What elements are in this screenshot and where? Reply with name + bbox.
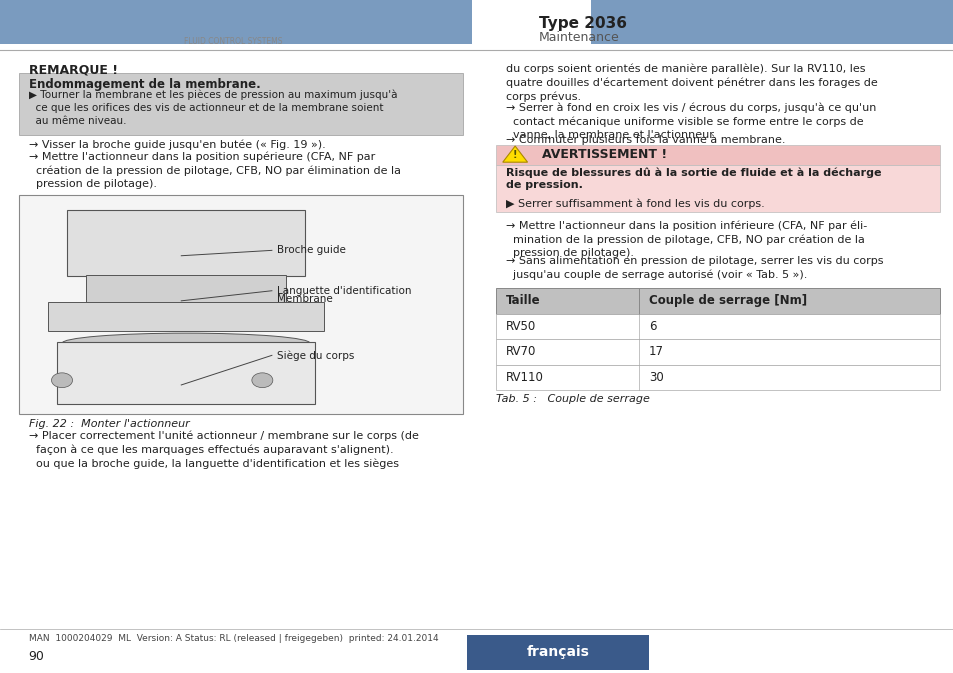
Bar	[48, 302, 324, 331]
Text: → Sans alimentation en pression de pilotage, serrer les vis du corps
  jusqu'au : → Sans alimentation en pression de pilot…	[505, 256, 882, 280]
Bar	[57, 342, 314, 404]
Text: RV50: RV50	[505, 320, 536, 333]
FancyBboxPatch shape	[19, 73, 462, 135]
Text: du corps soient orientés de manière parallèle). Sur la RV110, les
quatre douille: du corps soient orientés de manière para…	[505, 64, 877, 102]
Text: Fig. 22 :  Monter l'actionneur: Fig. 22 : Monter l'actionneur	[29, 419, 190, 429]
Text: 17: 17	[648, 345, 663, 359]
Text: Languette d'identification: Languette d'identification	[276, 286, 411, 295]
Text: → Visser la broche guide jusqu'en butée (« Fig. 19 »).: → Visser la broche guide jusqu'en butée …	[29, 139, 325, 150]
Text: → Commuter plusieurs fois la vanne à membrane.: → Commuter plusieurs fois la vanne à mem…	[505, 135, 784, 145]
Text: Siège du corps: Siège du corps	[276, 350, 354, 361]
Text: 30: 30	[648, 371, 662, 384]
Text: 6: 6	[648, 320, 656, 333]
Ellipse shape	[62, 333, 310, 353]
Text: Endommagement de la membrane.: Endommagement de la membrane.	[29, 78, 260, 91]
Text: Tab. 5 :   Couple de serrage: Tab. 5 : Couple de serrage	[496, 394, 649, 404]
Text: 90: 90	[29, 649, 45, 663]
Text: → Serrer à fond en croix les vis / écrous du corps, jusqu'à ce qu'un
  contact m: → Serrer à fond en croix les vis / écrou…	[505, 102, 875, 140]
Text: Taille: Taille	[505, 294, 539, 308]
Text: → Mettre l'actionneur dans la position supérieure (CFA, NF par
  création de la : → Mettre l'actionneur dans la position s…	[29, 151, 400, 189]
Circle shape	[252, 373, 273, 388]
Text: AVERTISSEMENT !: AVERTISSEMENT !	[541, 148, 666, 162]
Text: RV70: RV70	[505, 345, 536, 359]
Text: !: !	[513, 151, 517, 160]
FancyBboxPatch shape	[467, 635, 648, 670]
Text: Risque de blessures dû à la sortie de fluide et à la décharge
de pression.: Risque de blessures dû à la sortie de fl…	[505, 168, 881, 190]
Text: français: français	[526, 645, 589, 659]
Text: ▶ Serrer suffisamment à fond les vis du corps.: ▶ Serrer suffisamment à fond les vis du …	[505, 199, 763, 209]
Bar	[67, 210, 305, 276]
Text: Broche guide: Broche guide	[276, 246, 345, 255]
Text: → Mettre l'actionneur dans la position inférieure (CFA, NF par éli-
  mination d: → Mettre l'actionneur dans la position i…	[505, 221, 866, 258]
Text: bürkert: bürkert	[190, 19, 277, 39]
FancyBboxPatch shape	[19, 195, 462, 414]
Bar	[86, 275, 286, 303]
Text: Couple de serrage [Nm]: Couple de serrage [Nm]	[648, 294, 806, 308]
FancyBboxPatch shape	[496, 288, 939, 314]
FancyBboxPatch shape	[0, 0, 472, 44]
FancyBboxPatch shape	[496, 145, 939, 165]
FancyBboxPatch shape	[591, 0, 953, 44]
FancyBboxPatch shape	[496, 314, 939, 339]
Text: → Placer correctement l'unité actionneur / membrane sur le corps (de
  façon à c: → Placer correctement l'unité actionneur…	[29, 431, 418, 469]
Text: Type 2036: Type 2036	[538, 16, 626, 31]
Text: MAN  1000204029  ML  Version: A Status: RL (released | freigegeben)  printed: 24: MAN 1000204029 ML Version: A Status: RL …	[29, 633, 437, 643]
Circle shape	[51, 373, 72, 388]
Text: FLUID CONTROL SYSTEMS: FLUID CONTROL SYSTEMS	[184, 36, 283, 46]
Text: Maintenance: Maintenance	[538, 30, 619, 44]
Polygon shape	[502, 146, 527, 162]
FancyBboxPatch shape	[496, 365, 939, 390]
Text: RV110: RV110	[505, 371, 543, 384]
Text: REMARQUE !: REMARQUE !	[29, 64, 117, 77]
Text: Membrane: Membrane	[276, 295, 332, 304]
FancyBboxPatch shape	[496, 165, 939, 212]
Text: ▶ Tourner la membrane et les pièces de pression au maximum jusqu'à
  ce que les : ▶ Tourner la membrane et les pièces de p…	[29, 90, 396, 127]
FancyBboxPatch shape	[496, 339, 939, 365]
